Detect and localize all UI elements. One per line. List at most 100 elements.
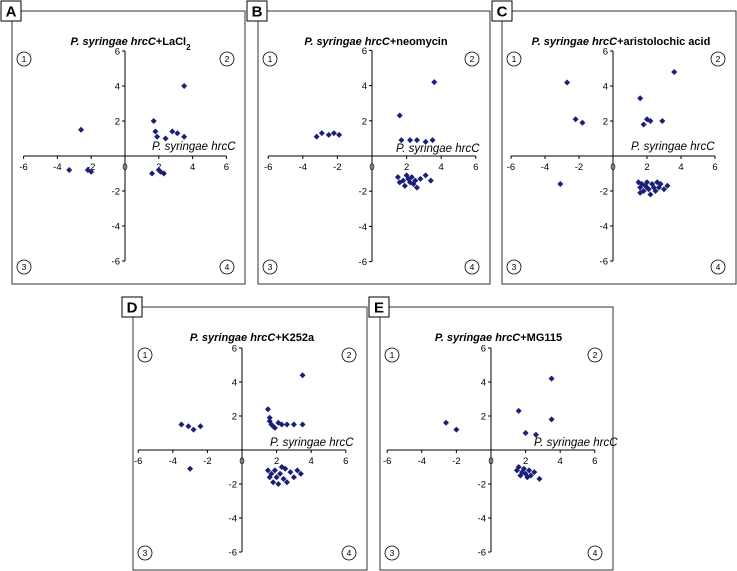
data-point — [405, 175, 412, 182]
data-point — [268, 470, 275, 477]
data-point — [283, 479, 290, 486]
y-tick-label: -6 — [478, 548, 486, 559]
data-point — [181, 133, 188, 140]
data-point — [313, 133, 320, 140]
data-point — [659, 118, 666, 124]
data-point — [174, 130, 181, 137]
data-point — [654, 179, 661, 186]
y-tick-label: -4 — [112, 222, 120, 233]
data-point — [657, 181, 664, 187]
panel-c: C -6 -4 -2 0 2 4 6 -6 -4 -2 2 4 6 P. syringae hrcC+ari… — [491, 0, 737, 285]
x-tick-label: -4 — [299, 162, 307, 173]
svg-text:4: 4 — [716, 262, 721, 272]
quadrant-marker-2: 2 — [587, 347, 603, 363]
panel-letter: B — [252, 4, 263, 21]
data-point — [266, 414, 273, 421]
x-tick-label: 4 — [678, 162, 683, 173]
svg-text:2: 2 — [225, 54, 230, 64]
data-point — [396, 112, 403, 119]
x-tick-label: -2 — [452, 456, 460, 467]
data-point — [640, 188, 647, 194]
data-point — [160, 170, 167, 177]
data-point — [422, 172, 429, 179]
chart-title: P. syringae hrcC+MG115 — [435, 332, 562, 344]
y-tick-label: -4 — [359, 222, 367, 233]
y-tick-label: -2 — [112, 187, 120, 198]
data-point — [453, 426, 460, 433]
data-point — [671, 69, 678, 75]
data-point — [394, 174, 401, 181]
data-point — [652, 188, 659, 194]
chart-title: P. syringae hrcC+neomycin — [304, 36, 447, 48]
data-point — [637, 95, 644, 102]
data-point — [299, 421, 306, 428]
y-tick-label: -6 — [112, 257, 120, 268]
data-point — [275, 481, 282, 487]
panel-frame — [132, 306, 368, 571]
svg-text:1: 1 — [22, 54, 27, 64]
panel-frame — [379, 306, 614, 571]
x-tick-label: -4 — [169, 456, 177, 467]
data-point — [557, 181, 564, 187]
data-point — [150, 118, 157, 124]
y-tick-label: 4 — [603, 82, 608, 93]
data-point — [644, 184, 650, 191]
data-point — [299, 372, 306, 379]
y-tick-label: -2 — [600, 187, 608, 198]
panel-letter: C — [497, 4, 508, 21]
data-point — [410, 181, 417, 188]
svg-text:3: 3 — [268, 262, 273, 272]
data-point — [664, 182, 671, 189]
y-tick-label: -2 — [478, 480, 486, 491]
y-tick-label: 6 — [232, 344, 237, 355]
y-tick-label: -6 — [600, 257, 608, 268]
quadrant-marker-4: 4 — [587, 545, 603, 561]
x-tick-label: 4 — [190, 162, 195, 173]
data-point — [520, 465, 527, 472]
data-point — [294, 467, 301, 474]
quadrant-marker-2: 2 — [710, 51, 726, 67]
panel-letter-box — [0, 0, 22, 22]
quadrant-marker-3: 3 — [262, 259, 278, 275]
data-point — [266, 418, 273, 425]
data-point — [154, 133, 161, 140]
data-point — [270, 423, 277, 430]
x-tick-label: -6 — [507, 162, 515, 173]
data-point — [647, 191, 654, 198]
x-tick-label: -6 — [383, 456, 391, 467]
data-point — [400, 177, 407, 184]
svg-text:1: 1 — [143, 350, 148, 360]
data-point — [431, 79, 438, 86]
y-tick-label: 2 — [232, 412, 237, 423]
data-point — [273, 474, 280, 481]
y-tick-label: -6 — [359, 257, 367, 268]
data-point — [548, 375, 555, 382]
data-point — [78, 126, 85, 133]
data-point — [187, 465, 194, 472]
x-tick-label: 4 — [309, 456, 314, 467]
data-point — [181, 83, 188, 89]
y-tick-label: 4 — [115, 82, 120, 93]
svg-text:1: 1 — [512, 54, 517, 64]
svg-text:4: 4 — [470, 262, 475, 272]
data-point — [287, 469, 294, 476]
x-tick-label: 4 — [558, 456, 563, 467]
x-tick-label: 2 — [523, 456, 528, 467]
svg-text:3: 3 — [143, 548, 148, 558]
data-point — [644, 179, 650, 186]
data-point — [647, 118, 654, 124]
y-tick-label: -4 — [478, 514, 486, 525]
data-point — [325, 131, 332, 138]
quadrant-marker-4: 4 — [341, 545, 357, 561]
y-tick-label: 6 — [115, 47, 120, 58]
data-point — [271, 467, 278, 474]
data-point — [527, 472, 534, 479]
quadrant-marker-4: 4 — [710, 259, 726, 275]
x-tick-label: 2 — [274, 456, 279, 467]
data-point — [422, 138, 429, 145]
panel-letter-box — [491, 0, 513, 22]
